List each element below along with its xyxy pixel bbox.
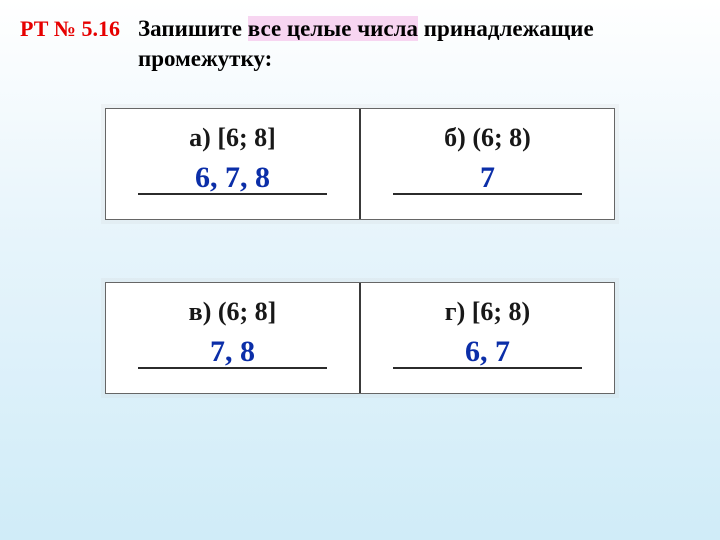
- task-prompt: Запишите все целые числа принадлежащие п…: [138, 14, 702, 74]
- answer-underline: [138, 367, 327, 369]
- interval-label: а) [6; 8]: [118, 123, 347, 153]
- answer-underline: [393, 193, 582, 195]
- interval-label: г) [6; 8): [373, 297, 602, 327]
- cell-v: в) (6; 8] 7, 8: [106, 283, 359, 393]
- answer-text: 6, 7: [361, 335, 614, 369]
- workbook-label: РТ № 5.16: [20, 14, 120, 42]
- answer-tables: а) [6; 8] 6, 7, 8 б) (6; 8) 7 в) (6; 8] …: [105, 108, 615, 394]
- answer-text: 6, 7, 8: [106, 161, 359, 195]
- cell-a: а) [6; 8] 6, 7, 8: [106, 109, 359, 219]
- answer-text: 7: [361, 161, 614, 195]
- interval-label: в) (6; 8]: [118, 297, 347, 327]
- table-row: в) (6; 8] 7, 8 г) [6; 8) 6, 7: [105, 282, 615, 394]
- prompt-before: Запишите: [138, 16, 248, 41]
- answer-underline: [393, 367, 582, 369]
- answer-text: 7, 8: [106, 335, 359, 369]
- cell-b: б) (6; 8) 7: [359, 109, 614, 219]
- answer-underline: [138, 193, 327, 195]
- interval-label: б) (6; 8): [373, 123, 602, 153]
- prompt-highlight: все целые числа: [248, 16, 418, 41]
- table-row: а) [6; 8] 6, 7, 8 б) (6; 8) 7: [105, 108, 615, 220]
- cell-g: г) [6; 8) 6, 7: [359, 283, 614, 393]
